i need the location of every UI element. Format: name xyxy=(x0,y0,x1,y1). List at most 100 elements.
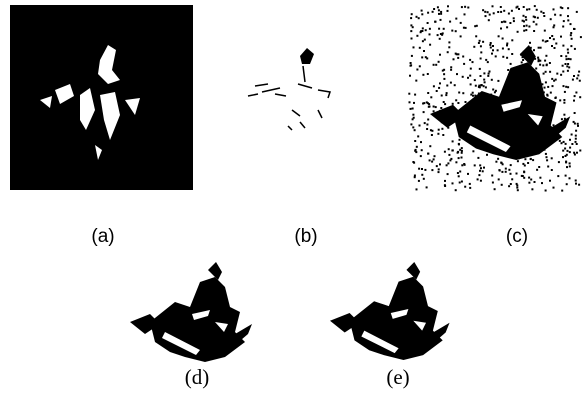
noise-dot xyxy=(545,81,547,83)
noise-dot xyxy=(517,6,519,8)
noise-dot xyxy=(523,20,525,22)
noise-dot xyxy=(492,49,494,51)
noise-dot xyxy=(458,92,460,94)
noise-dot xyxy=(563,141,565,143)
noise-dot xyxy=(561,142,563,144)
noise-dot xyxy=(574,48,576,50)
noise-dot xyxy=(418,180,420,182)
noise-dot xyxy=(443,73,445,75)
noise-dot xyxy=(563,20,565,22)
noise-dot xyxy=(567,49,569,51)
noise-dot xyxy=(525,29,527,31)
noise-dot xyxy=(438,9,440,11)
noise-dot xyxy=(455,30,457,32)
noise-dot xyxy=(492,182,494,184)
noise-dot xyxy=(479,68,481,70)
noise-dot xyxy=(577,125,579,127)
noise-dot xyxy=(424,39,426,41)
noise-dot xyxy=(459,149,461,151)
noise-dot xyxy=(436,90,438,92)
noise-dot xyxy=(447,5,449,7)
noise-dot xyxy=(436,165,438,167)
noise-dot xyxy=(450,69,452,71)
noise-dot xyxy=(536,9,538,11)
noise-dot xyxy=(553,8,555,10)
noise-dot xyxy=(409,101,411,103)
noise-dot xyxy=(480,180,482,182)
noise-dot xyxy=(500,11,502,13)
noise-dot xyxy=(429,145,431,147)
noise-dot xyxy=(444,180,446,182)
noise-dot xyxy=(422,27,424,29)
noise-dot xyxy=(447,51,449,53)
noise-dot xyxy=(500,28,502,30)
noise-dot xyxy=(429,159,431,161)
noise-dot xyxy=(455,99,457,101)
noise-dot xyxy=(576,143,578,145)
noise-dot xyxy=(562,71,564,73)
noise-dot xyxy=(412,118,414,120)
noise-dot xyxy=(497,11,499,13)
noise-dot xyxy=(545,71,547,73)
noise-dot xyxy=(426,124,428,126)
noise-dot xyxy=(552,85,554,87)
noise-dot xyxy=(517,160,519,162)
noise-dot xyxy=(440,19,442,21)
noise-dot xyxy=(467,173,469,175)
noise-dot xyxy=(412,114,414,116)
noise-dot xyxy=(409,75,411,77)
noise-dot xyxy=(489,44,491,46)
noise-dot xyxy=(501,171,503,173)
noise-dot xyxy=(529,42,531,44)
noise-dot xyxy=(465,27,467,29)
noise-dot xyxy=(423,111,425,113)
noise-dot xyxy=(501,21,503,23)
noise-dot xyxy=(563,114,565,116)
noise-dot xyxy=(461,164,463,166)
noise-dot xyxy=(576,11,578,13)
noise-dot xyxy=(421,13,423,15)
noise-dot xyxy=(497,80,499,82)
noise-dot xyxy=(415,80,417,82)
noise-dot xyxy=(495,90,497,92)
noise-dot xyxy=(574,154,576,156)
noise-dot xyxy=(470,68,472,70)
noise-dot xyxy=(478,174,480,176)
noise-dot xyxy=(579,150,581,152)
noise-dot xyxy=(562,65,564,67)
noise-dot xyxy=(464,13,466,15)
noise-dot xyxy=(479,164,481,166)
noise-dot xyxy=(542,40,544,42)
noise-dot xyxy=(550,18,552,20)
noise-dot xyxy=(523,177,525,179)
noise-dot xyxy=(452,182,454,184)
noise-dot xyxy=(490,42,492,44)
noise-dot xyxy=(524,158,526,160)
noise-dot xyxy=(506,26,508,28)
noise-dot xyxy=(557,175,559,177)
noise-dot xyxy=(502,38,504,40)
noise-dot xyxy=(508,185,510,187)
noise-dot xyxy=(546,156,548,158)
noise-dot xyxy=(460,35,462,37)
noise-dot xyxy=(537,17,539,19)
noise-dot xyxy=(571,143,573,145)
noise-dot xyxy=(452,149,454,151)
noise-dot xyxy=(410,17,412,19)
panel-label: (a) xyxy=(91,226,114,247)
noise-dot xyxy=(563,85,565,87)
noise-dot xyxy=(440,11,442,13)
noise-dot xyxy=(536,169,538,171)
noise-dot xyxy=(553,38,555,40)
noise-dot xyxy=(510,63,512,65)
noise-dot xyxy=(429,44,431,46)
noise-dot xyxy=(487,61,489,63)
noise-dot xyxy=(440,107,442,109)
noise-dot xyxy=(448,46,450,48)
noise-dot xyxy=(438,13,440,15)
noise-dot xyxy=(410,64,412,66)
noise-dot xyxy=(490,47,492,49)
noise-dot xyxy=(488,73,490,75)
noise-dot xyxy=(502,56,504,58)
noise-dot xyxy=(554,14,556,16)
